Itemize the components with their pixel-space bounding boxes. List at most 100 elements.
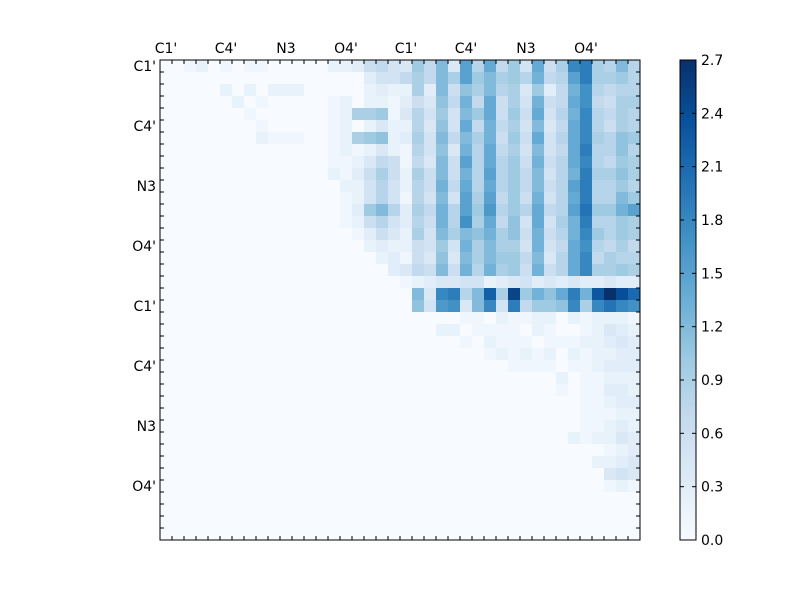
heatmap-cell xyxy=(532,312,545,325)
heatmap-cell xyxy=(340,384,353,397)
heatmap-cell xyxy=(544,360,557,373)
heatmap-cell xyxy=(340,192,353,205)
heatmap-cell xyxy=(448,300,461,313)
heatmap-cell xyxy=(160,396,173,409)
heatmap-cell xyxy=(532,228,545,241)
heatmap-cell xyxy=(196,396,209,409)
heatmap-cell xyxy=(460,360,473,373)
heatmap-cell xyxy=(616,336,629,349)
heatmap-cell xyxy=(160,276,173,289)
heatmap-cell xyxy=(580,72,593,85)
heatmap-cell xyxy=(376,336,389,349)
heatmap-cell xyxy=(352,144,365,157)
heatmap-cell xyxy=(184,288,197,301)
heatmap-cell xyxy=(280,72,293,85)
heatmap-cell xyxy=(208,384,221,397)
heatmap-cell xyxy=(232,456,245,469)
heatmap-cell xyxy=(244,360,257,373)
heatmap-cell xyxy=(484,168,497,181)
heatmap-cell xyxy=(316,204,329,217)
heatmap-cell xyxy=(616,168,629,181)
heatmap-cell xyxy=(220,456,233,469)
heatmap-cell xyxy=(220,324,233,337)
heatmap-cell xyxy=(508,468,521,481)
heatmap-cell xyxy=(400,204,413,217)
heatmap-cell xyxy=(616,288,629,301)
heatmap-cell xyxy=(460,204,473,217)
heatmap-cell xyxy=(316,480,329,493)
heatmap-cell xyxy=(592,264,605,277)
heatmap-cell xyxy=(532,96,545,109)
heatmap-cell xyxy=(388,192,401,205)
heatmap-cell xyxy=(532,204,545,217)
heatmap-cell xyxy=(460,312,473,325)
heatmap-cell xyxy=(520,528,533,541)
heatmap-cell xyxy=(268,264,281,277)
heatmap-cell xyxy=(256,288,269,301)
heatmap-cell xyxy=(604,156,617,169)
heatmap-cell xyxy=(196,408,209,421)
heatmap-cell xyxy=(172,192,185,205)
heatmap-cell xyxy=(280,384,293,397)
heatmap-cell xyxy=(544,372,557,385)
heatmap-cell xyxy=(604,144,617,157)
heatmap-cell xyxy=(508,336,521,349)
heatmap-cell xyxy=(352,384,365,397)
heatmap-cell xyxy=(208,144,221,157)
heatmap-cell xyxy=(556,276,569,289)
heatmap-cell xyxy=(184,96,197,109)
heatmap-cell xyxy=(532,516,545,529)
heatmap-cell xyxy=(220,468,233,481)
heatmap-cell xyxy=(340,528,353,541)
heatmap-cell xyxy=(520,84,533,97)
heatmap-cell xyxy=(580,120,593,133)
heatmap-cell xyxy=(208,312,221,325)
heatmap-cell xyxy=(412,96,425,109)
heatmap-cell xyxy=(388,312,401,325)
heatmap-cell xyxy=(568,276,581,289)
heatmap-cell xyxy=(232,264,245,277)
heatmap-cell xyxy=(520,288,533,301)
heatmap-cell xyxy=(232,276,245,289)
heatmap-cell xyxy=(580,60,593,73)
heatmap-cell xyxy=(388,72,401,85)
heatmap-cell xyxy=(424,300,437,313)
heatmap-cell xyxy=(400,468,413,481)
heatmap-cell xyxy=(568,240,581,253)
heatmap-cell xyxy=(376,528,389,541)
heatmap-cell xyxy=(568,384,581,397)
heatmap-cell xyxy=(292,216,305,229)
heatmap-cell xyxy=(592,192,605,205)
heatmap-cell xyxy=(316,216,329,229)
heatmap-cell xyxy=(628,492,641,505)
heatmap-cell xyxy=(328,384,341,397)
heatmap-cell xyxy=(388,528,401,541)
heatmap-cell xyxy=(244,120,257,133)
heatmap-cell xyxy=(436,516,449,529)
heatmap-cell xyxy=(484,432,497,445)
heatmap-cell xyxy=(172,216,185,229)
heatmap-cell xyxy=(280,456,293,469)
heatmap-cell xyxy=(544,216,557,229)
heatmap-cell xyxy=(292,528,305,541)
heatmap-cell xyxy=(508,132,521,145)
heatmap-cell xyxy=(472,468,485,481)
heatmap-cell xyxy=(568,72,581,85)
heatmap-cell xyxy=(256,240,269,253)
heatmap-cell xyxy=(532,216,545,229)
heatmap-cell xyxy=(484,96,497,109)
heatmap-cell xyxy=(520,192,533,205)
heatmap-cell xyxy=(580,300,593,313)
heatmap-cell xyxy=(424,384,437,397)
heatmap-cell xyxy=(412,444,425,457)
heatmap-cell xyxy=(556,372,569,385)
heatmap-cell xyxy=(568,348,581,361)
heatmap-cell xyxy=(616,192,629,205)
heatmap-cell xyxy=(184,444,197,457)
heatmap-cell xyxy=(448,180,461,193)
heatmap-cell xyxy=(616,360,629,373)
heatmap-cell xyxy=(340,420,353,433)
heatmap-cell xyxy=(628,432,641,445)
